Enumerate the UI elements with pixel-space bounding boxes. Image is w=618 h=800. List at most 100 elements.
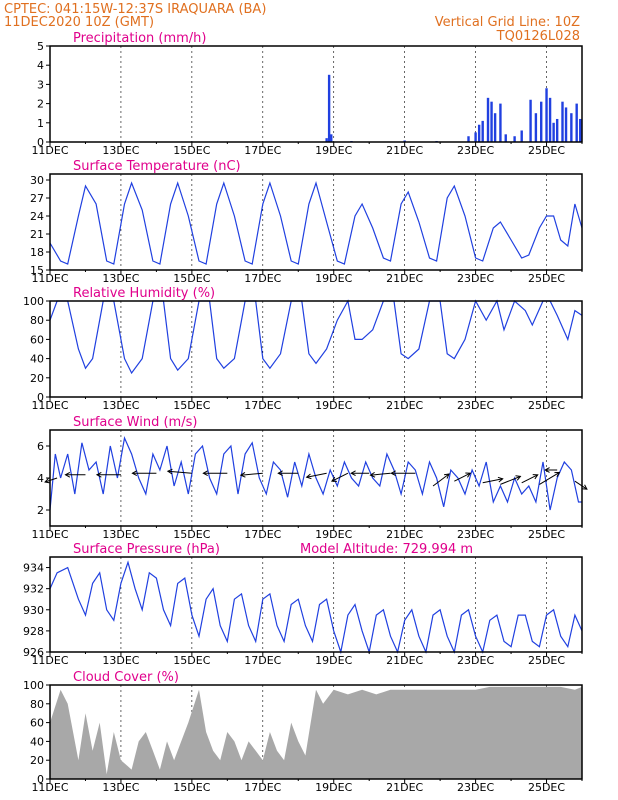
wind-arrow — [521, 474, 538, 484]
y-tick-label: 4 — [37, 472, 44, 485]
x-tick-label: 23DEC — [457, 144, 494, 157]
x-tick-label: 13DEC — [102, 144, 139, 157]
y-tick-label: 5 — [37, 40, 44, 53]
wind-arrow — [539, 471, 560, 485]
precip-bar — [486, 97, 490, 142]
y-tick-label: 928 — [23, 625, 44, 638]
y-tick-label: 60 — [30, 717, 44, 730]
y-tick-label: 4 — [37, 59, 44, 72]
x-tick-label: 13DEC — [102, 654, 139, 667]
wind-arrowhead — [44, 477, 51, 484]
x-tick-label: 13DEC — [102, 781, 139, 794]
x-tick-label: 11DEC — [31, 144, 68, 157]
precip-bar — [403, 140, 406, 142]
wind-arrow — [500, 475, 521, 485]
series-line — [49, 435, 582, 511]
y-tick-label: 24 — [30, 210, 44, 223]
x-tick-label: 19DEC — [315, 144, 352, 157]
x-tick-label: 17DEC — [244, 144, 281, 157]
x-tick-label: 11DEC — [31, 272, 68, 285]
precip-bar — [327, 74, 331, 142]
y-tick-label: 30 — [30, 174, 44, 187]
precip-bar — [529, 99, 532, 142]
precip-bar — [545, 88, 548, 142]
series-line — [49, 180, 583, 265]
wind-arrow — [454, 472, 471, 482]
precip-bar — [552, 122, 555, 142]
x-tick-label: 25DEC — [528, 144, 565, 157]
wind-arrowhead — [554, 471, 561, 477]
wind-arrowhead — [166, 468, 173, 475]
wind-arrowhead — [390, 470, 396, 477]
x-tick-label: 17DEC — [244, 528, 281, 541]
panel-1: 0 1 2 3 4 5 11DEC 13DEC 15DEC 17DEC 19DEC 21DEC 23DE… — [31, 31, 583, 157]
panels: 0 1 2 3 4 5 11DEC 13DEC 15DEC 17DEC 19DEC 21DEC 23DE… — [23, 31, 588, 794]
y-tick-label: 21 — [30, 228, 44, 241]
x-tick-label: 11DEC — [31, 654, 68, 667]
wind-arrow — [44, 477, 58, 483]
x-tick-label: 11DEC — [31, 399, 68, 412]
precip-bar — [548, 97, 552, 142]
y-tick-label: 6 — [37, 440, 44, 453]
x-tick-label: 21DEC — [386, 144, 423, 157]
panel-6: 0 20 40 60 80 100 11DEC 13DEC 15DEC 17DEC 19DEC 21D… — [23, 670, 583, 794]
x-tick-label: 15DEC — [173, 399, 210, 412]
wind-arrowhead — [277, 470, 283, 477]
y-tick-label: 934 — [23, 562, 44, 575]
x-tick-label: 11DEC — [31, 528, 68, 541]
y-tick-label: 40 — [30, 353, 44, 366]
x-tick-label: 13DEC — [102, 399, 139, 412]
y-tick-label: 2 — [37, 98, 44, 111]
y-tick-label: 80 — [30, 698, 44, 711]
x-tick-label: 15DEC — [173, 144, 210, 157]
wind-arrowhead — [131, 470, 138, 477]
precip-bar — [493, 113, 497, 142]
y-tick-label: 20 — [30, 754, 44, 767]
precip-bar — [467, 136, 470, 142]
wind-arrow — [167, 470, 192, 474]
precip-bar — [579, 118, 582, 142]
precip-bar — [330, 134, 333, 142]
x-tick-label: 19DEC — [315, 272, 352, 285]
panel-5: 926 928 930 932 934 11DEC 13DEC 15DEC 17DEC 19DEC… — [23, 542, 583, 667]
wind-arrow — [331, 472, 349, 482]
wind-arrow — [370, 472, 391, 476]
wind-arrow — [240, 472, 263, 476]
x-tick-label: 21DEC — [386, 399, 423, 412]
y-tick-label: 0 — [37, 773, 44, 786]
precip-bar — [504, 134, 507, 142]
x-tick-label: 17DEC — [244, 781, 281, 794]
x-tick-label: 23DEC — [457, 654, 494, 667]
precip-bar — [499, 103, 502, 142]
precip-bar — [540, 101, 543, 142]
wind-arrowhead — [95, 471, 102, 478]
panel-4: 2 4 6 11DEC 13DEC 15DEC 17DEC 19DEC 21DEC 23DEC 25… — [31, 415, 588, 541]
panel-frame — [49, 173, 583, 271]
wind-arrowhead — [532, 474, 539, 480]
precip-bar — [534, 113, 538, 142]
x-tick-label: 19DEC — [315, 654, 352, 667]
y-tick-label: 0 — [37, 136, 44, 149]
y-tick-label: 100 — [23, 679, 44, 692]
header-grid-line: Vertical Grid Line: 10Z — [435, 15, 580, 30]
y-tick-label: 20 — [30, 372, 44, 385]
wind-arrowhead — [444, 473, 450, 479]
y-tick-label: 1 — [37, 117, 44, 130]
x-tick-label: 15DEC — [173, 781, 210, 794]
x-tick-label: 15DEC — [173, 272, 210, 285]
wind-arrowhead — [497, 476, 504, 483]
y-tick-label: 80 — [30, 314, 44, 327]
x-tick-label: 11DEC — [31, 781, 68, 794]
panel-title: Precipitation (mm/h) — [73, 31, 206, 46]
panel-3: 0 20 40 60 80 100 11DEC 13DEC 15DEC 17DEC 19DEC 21D… — [23, 286, 583, 412]
y-tick-label: 15 — [30, 264, 44, 277]
y-tick-label: 930 — [23, 604, 44, 617]
wind-arrowhead — [515, 475, 522, 481]
x-tick-label: 23DEC — [457, 528, 494, 541]
x-tick-label: 13DEC — [102, 528, 139, 541]
panel-frame — [49, 684, 583, 780]
x-tick-label: 15DEC — [173, 654, 210, 667]
y-tick-label: 40 — [30, 735, 44, 748]
header-location: CPTEC: 041:15W-12:37S IRAQUARA (BA) — [4, 2, 266, 17]
